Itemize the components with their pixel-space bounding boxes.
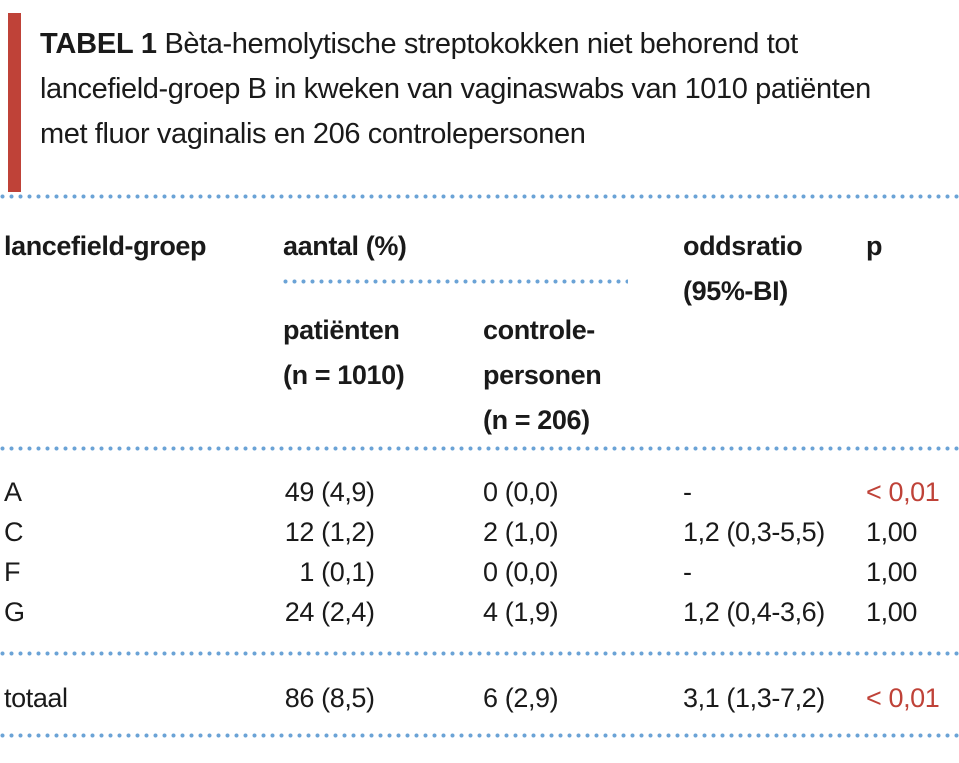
table-number: TABEL 1: [40, 28, 157, 60]
cell-patienten-count: 49: [284, 477, 315, 507]
caption-text-1: Bèta-hemolytische streptokokken niet beh…: [164, 28, 798, 60]
cell-patienten-pct: (1,2): [321, 517, 375, 547]
col-header-oddsratio-line-2: (95%-BI): [683, 276, 788, 306]
cell-p-value: < 0,01: [866, 477, 940, 507]
cell-controles-count: 6: [483, 683, 498, 713]
cell-controles-pct: (0,0): [504, 557, 559, 587]
cell-patienten: 24 (2,4): [283, 592, 375, 632]
col-header-p: p: [866, 231, 883, 261]
table-caption: TABEL 1 Bèta-hemolytische streptokokken …: [40, 22, 945, 157]
cell-p-value: < 0,01: [866, 683, 940, 713]
divider-top: [0, 194, 959, 199]
cell-patienten: 1 (0,1): [283, 552, 375, 592]
accent-bar: [8, 13, 21, 192]
col-header-oddsratio-line-1: oddsratio: [683, 231, 803, 261]
cell-oddsratio: -: [683, 477, 692, 507]
col-header-aantal: aantal (%): [283, 231, 407, 261]
divider-total: [0, 651, 959, 656]
caption-line-3: met fluor vaginalis en 206 controleperso…: [40, 118, 586, 150]
cell-group: G: [4, 597, 25, 627]
table-row: A 49 (4,9) 0 (0,0) - < 0,01: [0, 472, 959, 512]
cell-oddsratio: 1,2 (0,3-5,5): [683, 517, 825, 547]
cell-patienten: 49 (4,9): [283, 472, 375, 512]
cell-controles-pct: (1,0): [504, 517, 559, 547]
cell-group: A: [4, 477, 22, 507]
col-header-controlepersonen-line-3: (n = 206): [483, 405, 590, 435]
cell-patienten-count: 1: [299, 557, 314, 587]
cell-p-value: 1,00: [866, 597, 917, 627]
cell-patienten-count: 12: [284, 517, 315, 547]
cell-controles-count: 0: [483, 477, 498, 507]
cell-controles-pct: (2,9): [504, 683, 559, 713]
cell-controles-count: 0: [483, 557, 498, 587]
cell-patienten: 12 (1,2): [283, 512, 375, 552]
col-header-oddsratio: oddsratio (95%-BI): [683, 224, 803, 314]
cell-patienten-pct: (8,5): [321, 683, 375, 713]
cell-controles: 0 (0,0): [483, 472, 559, 512]
cell-p-value: 1,00: [866, 557, 917, 587]
col-header-patienten-line-2: (n = 1010): [283, 360, 405, 390]
cell-controles: 6 (2,9): [483, 678, 559, 718]
divider-aantal-subcolumns: [283, 279, 628, 284]
cell-patienten-pct: (4,9): [321, 477, 375, 507]
cell-patienten-pct: (2,4): [321, 597, 375, 627]
cell-patienten: 86 (8,5): [283, 678, 375, 718]
cell-p-value: 1,00: [866, 517, 917, 547]
caption-line-1: TABEL 1 Bèta-hemolytische streptokokken …: [40, 22, 945, 67]
caption-line-2: lancefield-groep B in kweken van vaginas…: [40, 73, 871, 105]
divider-header: [0, 446, 959, 451]
cell-controles-count: 4: [483, 597, 498, 627]
cell-controles: 0 (0,0): [483, 552, 559, 592]
cell-oddsratio: 3,1 (1,3-7,2): [683, 683, 825, 713]
table-row: F 1 (0,1) 0 (0,0) - 1,00: [0, 552, 959, 592]
cell-group: C: [4, 517, 24, 547]
table-total-row: totaal 86 (8,5) 6 (2,9) 3,1 (1,3-7,2) < …: [0, 678, 959, 718]
col-header-patienten-line-1: patiënten: [283, 315, 400, 345]
cell-patienten-count: 86: [284, 683, 315, 713]
cell-controles-count: 2: [483, 517, 498, 547]
cell-controles-pct: (1,9): [504, 597, 559, 627]
col-header-controlepersonen: controle- personen (n = 206): [483, 308, 602, 443]
cell-oddsratio: 1,2 (0,4-3,6): [683, 597, 825, 627]
col-header-controlepersonen-line-1: controle-: [483, 315, 595, 345]
col-header-patienten: patiënten (n = 1010): [283, 308, 405, 398]
cell-controles: 4 (1,9): [483, 592, 559, 632]
divider-bottom: [0, 733, 959, 738]
col-header-lancefield-groep: lancefield-groep: [4, 231, 207, 261]
cell-group: F: [4, 557, 21, 587]
table-row: C 12 (1,2) 2 (1,0) 1,2 (0,3-5,5) 1,00: [0, 512, 959, 552]
cell-patienten-count: 24: [284, 597, 315, 627]
cell-patienten-pct: (0,1): [321, 557, 375, 587]
cell-oddsratio: -: [683, 557, 692, 587]
cell-group: totaal: [4, 683, 68, 713]
col-header-controlepersonen-line-2: personen: [483, 360, 602, 390]
cell-controles-pct: (0,0): [504, 477, 559, 507]
table-row: G 24 (2,4) 4 (1,9) 1,2 (0,4-3,6) 1,00: [0, 592, 959, 632]
cell-controles: 2 (1,0): [483, 512, 559, 552]
